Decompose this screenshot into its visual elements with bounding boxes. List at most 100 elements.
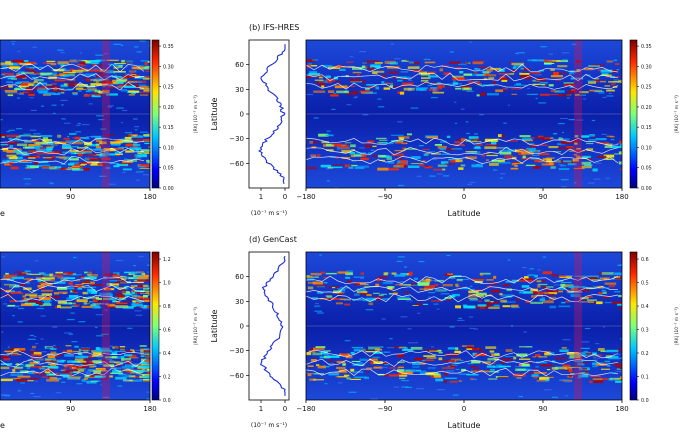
map-cell xyxy=(507,104,510,106)
map-cell xyxy=(312,352,323,356)
map-cell xyxy=(356,283,369,286)
map-cell xyxy=(77,353,83,355)
map-c-xticks: 90 180 xyxy=(66,400,157,413)
map-cell xyxy=(440,293,450,295)
map-cell xyxy=(403,148,417,150)
map-cell xyxy=(327,296,333,299)
map-cell xyxy=(49,365,57,368)
map-cell xyxy=(608,358,620,360)
map-cell xyxy=(449,295,456,298)
map-cell xyxy=(354,96,358,98)
map-cell xyxy=(482,361,491,364)
map-cell xyxy=(561,281,572,283)
map-cell xyxy=(461,368,466,372)
map-cell xyxy=(353,348,366,352)
map-cell xyxy=(136,274,144,278)
map-cell xyxy=(604,158,611,160)
highlight-stripe xyxy=(101,40,110,188)
map-cell xyxy=(577,377,582,379)
map-cell xyxy=(41,166,54,168)
map-cell xyxy=(80,60,88,62)
map-cell xyxy=(335,371,348,374)
map-cell xyxy=(14,271,23,273)
map-cell xyxy=(147,132,150,134)
map-cell xyxy=(119,298,127,300)
map-cell xyxy=(57,304,61,308)
map-cell xyxy=(442,151,446,154)
map-cell xyxy=(84,145,88,148)
map-cell xyxy=(103,364,115,367)
map-cell xyxy=(19,63,32,65)
map-cell xyxy=(124,85,136,88)
y-tick-label: 30 xyxy=(235,298,244,306)
map-cell xyxy=(449,380,458,383)
map-cell xyxy=(449,61,461,64)
map-cell xyxy=(124,84,133,86)
map-cell xyxy=(394,274,406,277)
map-cell xyxy=(127,327,133,329)
map-cell xyxy=(417,283,429,286)
map-cell xyxy=(504,155,513,158)
map-cell xyxy=(492,377,496,380)
panel-c: 90 180 e 0.00.20.40.60.81.01.2 |RK| (10⁻⁷… xyxy=(0,251,199,430)
map-cell xyxy=(386,286,395,289)
map-cell xyxy=(436,173,443,175)
map-cell xyxy=(99,349,112,353)
map-c-frame xyxy=(0,251,151,401)
contour-line xyxy=(306,358,619,367)
map-cell xyxy=(9,141,16,143)
map-cell xyxy=(1,356,9,359)
map-cell xyxy=(470,378,477,381)
map-cell xyxy=(141,153,145,155)
map-cell xyxy=(326,143,334,147)
map-cell xyxy=(13,306,19,308)
map-cell xyxy=(2,303,7,305)
map-cell xyxy=(542,286,549,290)
map-d xyxy=(306,252,622,400)
map-cell xyxy=(407,66,420,69)
map-cell xyxy=(516,149,529,152)
map-cell xyxy=(141,274,150,277)
map-cell xyxy=(131,66,134,68)
map-cell xyxy=(119,275,126,278)
map-cell xyxy=(498,159,505,163)
map-cell xyxy=(566,73,572,75)
map-cell xyxy=(87,274,99,277)
map-cell xyxy=(362,62,367,64)
map-cell xyxy=(24,270,31,272)
map-cell xyxy=(325,168,330,170)
map-cell xyxy=(362,80,366,83)
map-cell xyxy=(527,59,537,62)
map-cell xyxy=(52,274,56,276)
map-cell xyxy=(408,342,414,344)
map-cell xyxy=(516,353,528,357)
map-cell xyxy=(558,305,571,308)
map-cell xyxy=(554,284,560,286)
map-cell xyxy=(430,158,438,161)
map-cell xyxy=(514,162,520,164)
map-cell xyxy=(94,77,102,79)
map-cell xyxy=(64,332,72,334)
map-cell xyxy=(350,368,355,372)
map-cell xyxy=(33,336,37,338)
map-cell xyxy=(64,354,74,357)
map-cell xyxy=(545,379,550,382)
map-cell xyxy=(402,78,407,80)
map-cell xyxy=(114,74,118,77)
map-cell xyxy=(36,90,40,92)
map-cell xyxy=(512,156,517,160)
map-cell xyxy=(26,282,30,284)
map-cell xyxy=(567,163,577,166)
map-cell xyxy=(486,154,498,157)
map-cell xyxy=(107,69,114,73)
map-cell xyxy=(51,156,56,158)
map-cell xyxy=(115,376,127,380)
map-cell xyxy=(43,277,51,281)
map-cell xyxy=(143,378,150,382)
map-cell xyxy=(9,66,21,69)
map-cell xyxy=(449,326,455,328)
profile-d-frame xyxy=(248,251,290,401)
map-cell xyxy=(436,308,440,310)
map-cell xyxy=(598,292,602,295)
map-cell xyxy=(579,352,591,354)
